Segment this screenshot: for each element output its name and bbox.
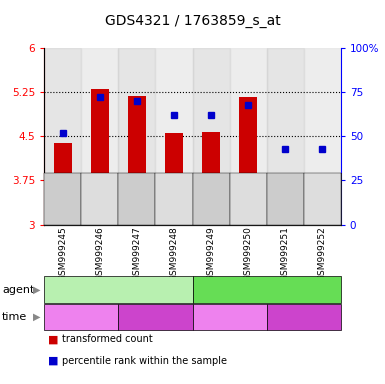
Bar: [81, 48, 119, 225]
Text: cinnamaldehyde: cinnamaldehyde: [220, 285, 313, 295]
Bar: [229, 48, 266, 225]
Text: 4 hours: 4 hours: [283, 312, 325, 322]
Text: transformed count: transformed count: [62, 334, 152, 344]
Text: ▶: ▶: [33, 312, 40, 322]
Text: agent: agent: [2, 285, 34, 295]
Text: time: time: [2, 312, 27, 322]
Bar: [165, 133, 183, 225]
Text: control: control: [99, 285, 138, 295]
Bar: [128, 96, 146, 225]
Bar: [267, 48, 304, 225]
Text: 4 hours: 4 hours: [134, 312, 176, 322]
Bar: [90, 89, 109, 225]
Bar: [44, 48, 81, 225]
Bar: [119, 48, 156, 225]
Text: ▶: ▶: [33, 285, 40, 295]
Bar: [313, 187, 331, 225]
Bar: [276, 188, 295, 225]
Text: ■: ■: [48, 334, 59, 344]
Bar: [239, 97, 257, 225]
Bar: [202, 132, 220, 225]
Text: GDS4321 / 1763859_s_at: GDS4321 / 1763859_s_at: [105, 14, 280, 28]
Bar: [156, 48, 192, 225]
Text: ■: ■: [48, 356, 59, 366]
Text: 2 hours: 2 hours: [60, 312, 102, 322]
Text: percentile rank within the sample: percentile rank within the sample: [62, 356, 227, 366]
Bar: [54, 143, 72, 225]
Text: 2 hours: 2 hours: [209, 312, 251, 322]
Bar: [304, 48, 341, 225]
Bar: [192, 48, 229, 225]
